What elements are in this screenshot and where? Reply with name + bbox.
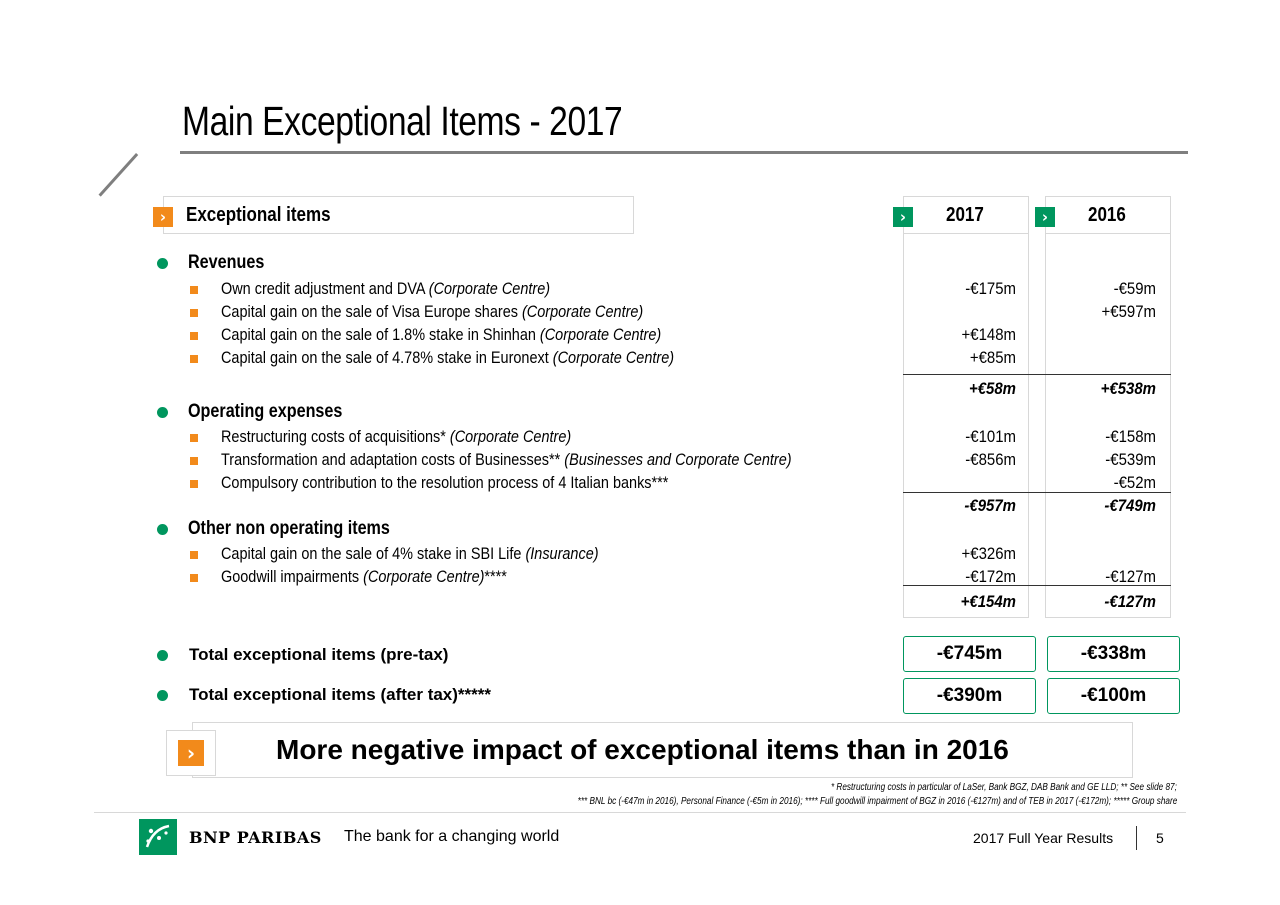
total-pretax-2016: -€338m — [1047, 636, 1180, 672]
value-2017: +€326m — [961, 544, 1016, 563]
value-2017: -€101m — [965, 427, 1016, 446]
subtotal-rule — [903, 585, 1171, 586]
bnp-logo-text: BNP PARIBAS — [189, 828, 322, 847]
section-other-label: Other non operating items — [188, 518, 390, 539]
item-text: Restructuring costs of acquisitions* — [221, 427, 446, 446]
item-text: Capital gain on the sale of 1.8% stake i… — [221, 325, 536, 344]
value-2017: -€856m — [965, 450, 1016, 469]
item-bullet-icon — [190, 434, 198, 442]
item-text: Own credit adjustment and DVA — [221, 279, 425, 298]
item-suffix: **** — [484, 567, 507, 586]
footer-rule — [94, 812, 1186, 813]
subtotal-2017: +€154m — [960, 592, 1016, 611]
total-pretax-label: Total exceptional items (pre-tax) — [189, 645, 449, 664]
item-bullet-icon — [190, 286, 198, 294]
section-bullet-icon — [157, 524, 168, 535]
item-note: (Corporate Centre) — [521, 302, 644, 321]
item-text: Transformation and adaptation costs of B… — [221, 450, 561, 469]
item-bullet-icon — [190, 355, 198, 363]
item-note: (Corporate Centre) — [539, 325, 662, 344]
total-aftertax-2016: -€100m — [1047, 678, 1180, 714]
col-2017-box — [903, 196, 1029, 618]
title-rule-corner — [98, 153, 139, 197]
total-aftertax-2017: -€390m — [903, 678, 1036, 714]
item-bullet-icon — [190, 457, 198, 465]
list-item: Own credit adjustment and DVA (Corporate… — [221, 279, 550, 299]
value-2016: -€127m — [1105, 567, 1156, 586]
col-2016-header-rule — [1045, 233, 1171, 234]
section-bullet-icon — [157, 258, 168, 269]
value-2017: +€148m — [961, 325, 1016, 344]
list-item: Capital gain on the sale of 1.8% stake i… — [221, 325, 661, 345]
value-2017: +€85m — [969, 348, 1016, 367]
chevron-right-icon: › — [153, 207, 173, 227]
conclusion-banner — [192, 722, 1133, 778]
total-aftertax-label: Total exceptional items (after tax)***** — [189, 685, 491, 704]
item-text: Goodwill impairments — [221, 567, 360, 586]
subtotal-rule — [903, 374, 1171, 375]
title-rule — [180, 151, 1188, 154]
section-bullet-icon — [157, 690, 168, 701]
footnote-line-2: *** BNL bc (-€47m in 2016), Personal Fin… — [577, 796, 1177, 807]
item-bullet-icon — [190, 480, 198, 488]
item-text: Capital gain on the sale of 4% stake in … — [221, 544, 522, 563]
chevron-right-icon: › — [178, 740, 204, 766]
item-note: (Insurance) — [525, 544, 599, 563]
value-2016: +€597m — [1101, 302, 1156, 321]
value-2016: -€158m — [1105, 427, 1156, 446]
chevron-right-icon: › — [1035, 207, 1055, 227]
value-2017: -€172m — [965, 567, 1016, 586]
page-number: 5 — [1156, 830, 1164, 846]
list-item: Capital gain on the sale of 4.78% stake … — [221, 348, 674, 368]
chevron-right-icon: › — [893, 207, 913, 227]
conclusion-text: More negative impact of exceptional item… — [276, 734, 1009, 765]
col-2017-header-rule — [903, 233, 1029, 234]
section-bullet-icon — [157, 407, 168, 418]
item-bullet-icon — [190, 332, 198, 340]
subtotal-2016: +€538m — [1100, 379, 1156, 398]
item-text: Capital gain on the sale of 4.78% stake … — [221, 348, 549, 367]
item-note: (Corporate Centre) — [363, 567, 485, 586]
item-note: (Corporate Centre) — [552, 348, 675, 367]
value-2017: -€175m — [965, 279, 1016, 298]
stars-icon — [145, 824, 170, 848]
list-item: Goodwill impairments (Corporate Centre)*… — [221, 567, 507, 587]
item-text: Capital gain on the sale of Visa Europe … — [221, 302, 518, 321]
footer-tagline: The bank for a changing world — [344, 828, 560, 845]
bnp-logo-icon — [139, 819, 177, 855]
section-revenues-label: Revenues — [188, 252, 265, 273]
list-item: Capital gain on the sale of Visa Europe … — [221, 302, 643, 322]
item-bullet-icon — [190, 574, 198, 582]
list-item: Compulsory contribution to the resolutio… — [221, 473, 668, 493]
footnote-line-1: * Restructuring costs in particular of L… — [831, 782, 1177, 793]
subtotal-2016: -€127m — [1104, 592, 1156, 611]
subtotal-rule — [903, 492, 1171, 493]
subtotal-2016: -€749m — [1104, 496, 1156, 515]
subtotal-2017: -€957m — [964, 496, 1016, 515]
list-item: Transformation and adaptation costs of B… — [221, 450, 792, 470]
item-note: (Corporate Centre) — [428, 279, 551, 298]
total-pretax-2017: -€745m — [903, 636, 1036, 672]
item-note: (Corporate Centre) — [449, 427, 572, 446]
subtotal-2017: +€58m — [968, 379, 1016, 398]
footer-divider — [1136, 826, 1137, 850]
col-2016-header: 2016 — [1088, 204, 1126, 226]
section-bullet-icon — [157, 650, 168, 661]
list-item: Restructuring costs of acquisitions* (Co… — [221, 427, 571, 447]
item-note: (Businesses and Corporate Centre) — [564, 450, 792, 469]
col-2017-header: 2017 — [946, 204, 984, 226]
list-item: Capital gain on the sale of 4% stake in … — [221, 544, 599, 564]
section-opex-label: Operating expenses — [188, 401, 343, 422]
page-title: Main Exceptional Items - 2017 — [182, 98, 623, 144]
table-header-label: Exceptional items — [186, 204, 331, 226]
footer-report-title: 2017 Full Year Results — [973, 830, 1114, 846]
table-header-box — [163, 196, 634, 234]
value-2016: -€539m — [1105, 450, 1156, 469]
item-text: Compulsory contribution to the resolutio… — [221, 473, 669, 492]
col-2016-box — [1045, 196, 1171, 618]
item-bullet-icon — [190, 551, 198, 559]
value-2016: -€59m — [1113, 279, 1156, 298]
value-2016: -€52m — [1113, 473, 1156, 492]
item-bullet-icon — [190, 309, 198, 317]
